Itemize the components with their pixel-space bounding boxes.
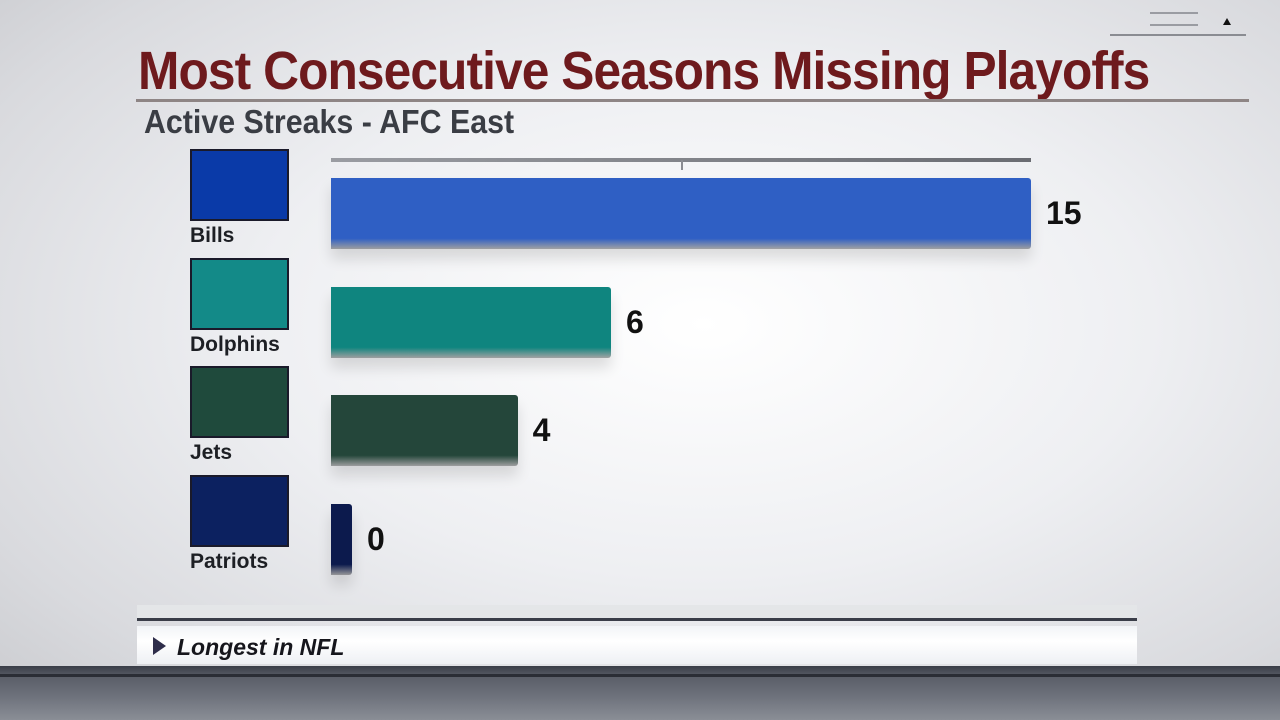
value-label: 15 (1046, 195, 1082, 231)
bar-chart: Bills 15 Dolphins 6 Jets 4 Patriots 0 (190, 149, 1082, 575)
bar-patriots (331, 503, 352, 575)
footer-text: Longest in NFL (177, 634, 345, 660)
decor-line (1110, 34, 1246, 36)
decor-line (1150, 24, 1198, 26)
team-label: Bills (190, 224, 235, 247)
chart-subtitle: Active Streaks - AFC East (144, 103, 515, 140)
value-label: 0 (367, 520, 385, 557)
footer-bar-top (137, 605, 1137, 621)
floor-decor (0, 666, 1280, 720)
decor-line (1150, 12, 1198, 14)
team-logo-dolphins (190, 257, 289, 330)
value-label: 6 (626, 303, 644, 340)
team-label: Patriots (190, 549, 269, 573)
triangle-icon (1223, 18, 1231, 25)
x-axis-tick (681, 160, 683, 170)
team-label: Dolphins (190, 332, 280, 356)
play-triangle-icon (153, 637, 166, 655)
bar-dolphins (331, 286, 611, 358)
team-logo-patriots (190, 474, 289, 547)
value-label: 4 (532, 412, 551, 448)
team-logo-bills (190, 149, 289, 221)
bar-bills (331, 178, 1031, 249)
footer-note: Longest in NFL (137, 626, 1137, 664)
team-logo-jets (190, 366, 289, 438)
team-label: Jets (190, 441, 233, 464)
bar-jets (331, 395, 518, 466)
title-divider (136, 99, 1249, 102)
chart-title: Most Consecutive Seasons Missing Playoff… (138, 41, 1150, 101)
